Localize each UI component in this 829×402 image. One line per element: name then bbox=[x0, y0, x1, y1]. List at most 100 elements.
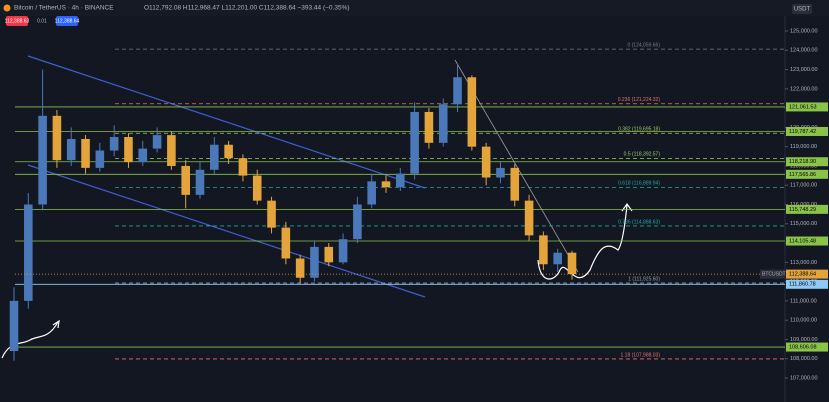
fib-label: 0.236 (121,224.32) bbox=[618, 97, 661, 103]
level-tag-label: 111,860.78 bbox=[789, 282, 816, 288]
y-tick-label: 118,000.00 bbox=[790, 163, 817, 169]
level-tag bbox=[786, 342, 828, 352]
candle-body bbox=[496, 167, 505, 178]
currency-button[interactable] bbox=[792, 4, 812, 14]
y-tick-label: 123,000.00 bbox=[790, 67, 818, 73]
level-tag-label: 118,218.90 bbox=[789, 159, 816, 165]
y-tick-label: 122,000.00 bbox=[790, 86, 818, 92]
candle-body bbox=[353, 204, 362, 240]
y-tick-label: 125,000.00 bbox=[790, 28, 818, 34]
candle-body bbox=[567, 252, 577, 275]
candle-body bbox=[553, 252, 562, 265]
candle-body bbox=[109, 137, 119, 151]
fib-label: 1 (111,925.60) bbox=[628, 276, 660, 282]
sell-button[interactable] bbox=[6, 16, 28, 26]
y-tick-label: 113,000.00 bbox=[790, 260, 817, 266]
fib-label: 0.786 (114,888.63) bbox=[618, 219, 660, 225]
left-arrow bbox=[52, 319, 60, 329]
y-tick-label: 109,000.00 bbox=[790, 337, 818, 343]
candle-body bbox=[95, 150, 105, 168]
last-price-tag bbox=[786, 269, 828, 279]
y-tick-label: 119,000.00 bbox=[790, 144, 817, 150]
projection-arrow bbox=[621, 202, 633, 212]
level-tag bbox=[786, 204, 828, 214]
fib-label: 0.618 (116,889.94) bbox=[618, 181, 660, 187]
candle-body bbox=[81, 138, 90, 168]
level-tag bbox=[786, 157, 828, 167]
sell-price: 112,388.63 bbox=[5, 18, 30, 24]
channel-bottom bbox=[27, 164, 426, 298]
level-tag-label: 117,565.86 bbox=[789, 172, 816, 178]
buy-price: 112,388.64 bbox=[55, 18, 80, 24]
candle-body bbox=[424, 111, 434, 143]
last-price-label: 112,388.64 bbox=[789, 272, 816, 278]
candle-body bbox=[281, 227, 291, 259]
candle-body bbox=[310, 246, 319, 278]
candle-body bbox=[252, 175, 262, 201]
candle-body bbox=[295, 258, 305, 278]
level-tag-label: 108,606.08 bbox=[789, 344, 817, 350]
fib-label: 0 (124,059.66) bbox=[627, 42, 660, 48]
candle-body bbox=[410, 111, 419, 174]
fib-label: 0.382 (119,695.18) bbox=[618, 127, 660, 133]
channel-top bbox=[27, 55, 426, 189]
symbol-tag-label: BTCUSDT bbox=[762, 271, 786, 277]
y-tick-label: 117,000.00 bbox=[790, 183, 817, 189]
candle-body bbox=[467, 77, 477, 147]
spread: 0.01 bbox=[37, 18, 47, 24]
candle-body bbox=[167, 135, 176, 166]
candle-body bbox=[524, 200, 534, 236]
y-tick-label: 124,000.00 bbox=[790, 48, 818, 54]
candle-body bbox=[181, 165, 190, 195]
y-tick-label: 110,000.00 bbox=[790, 318, 817, 324]
candle-body bbox=[438, 104, 448, 143]
candle-body bbox=[338, 239, 348, 263]
fib-label: 0.5 (118,392.57) bbox=[624, 152, 661, 158]
y-tick-label: 108,000.00 bbox=[790, 356, 818, 362]
candle-body bbox=[9, 300, 19, 352]
candle-body bbox=[324, 246, 334, 263]
candle-body bbox=[367, 181, 376, 205]
candle-body bbox=[238, 158, 248, 176]
candle-body bbox=[210, 144, 219, 170]
candle-body bbox=[24, 204, 33, 301]
level-tag bbox=[786, 126, 828, 136]
level-tag bbox=[786, 102, 828, 112]
level-tag-label: 119,787.42 bbox=[789, 129, 816, 135]
y-tick-label: 111,000.00 bbox=[790, 298, 817, 304]
currency: USDT bbox=[794, 7, 811, 13]
projection-path bbox=[537, 204, 628, 280]
symbol-icon bbox=[3, 4, 11, 12]
candle-body bbox=[195, 169, 205, 195]
header-bar bbox=[0, 0, 829, 16]
candle-body bbox=[396, 173, 405, 188]
candle-body bbox=[481, 146, 491, 178]
level-tag-label: 114,105.48 bbox=[789, 238, 816, 244]
fib-label: 1.18 (107,988.03) bbox=[621, 352, 661, 358]
candle-body bbox=[52, 115, 62, 161]
symbol-tag bbox=[760, 269, 785, 279]
level-tag-label: 115,748.29 bbox=[789, 207, 816, 213]
candle-body bbox=[138, 148, 148, 163]
symbol-title: Bitcoin / TetherUS · 4h · BINANCE bbox=[14, 5, 114, 12]
candle-body bbox=[453, 77, 462, 105]
level-tag bbox=[786, 169, 828, 179]
candle-body bbox=[152, 135, 162, 149]
candle-body bbox=[224, 144, 233, 159]
y-tick-label: 107,000.00 bbox=[790, 375, 818, 381]
ohlc-text: O112,792.08 H112,968.47 L112,201.00 C112… bbox=[144, 5, 350, 12]
candle-body bbox=[510, 167, 520, 201]
candle-body bbox=[38, 115, 47, 205]
candle-body bbox=[539, 235, 548, 265]
buy-button[interactable] bbox=[56, 16, 78, 26]
level-tag bbox=[786, 279, 828, 289]
candle-body bbox=[124, 137, 133, 163]
candle-body bbox=[267, 200, 276, 228]
level-tag bbox=[786, 236, 828, 246]
y-tick-label: 115,000.00 bbox=[790, 221, 817, 227]
level-tag-label: 121,061.53 bbox=[789, 104, 817, 110]
candle-body bbox=[66, 138, 76, 161]
candle-body bbox=[381, 181, 391, 188]
